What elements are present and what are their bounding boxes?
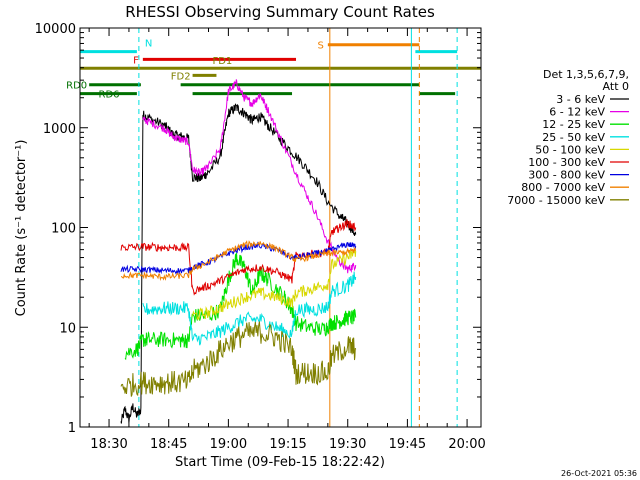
flag-label-fd2: FD2	[171, 71, 191, 82]
series-lines	[120, 79, 357, 424]
y-tick-label: 1000	[43, 122, 76, 137]
series-line-4	[142, 271, 357, 346]
legend-entry-label: 6 - 12 keV	[549, 106, 605, 119]
x-tick-label: 19:15	[269, 437, 306, 452]
x-tick-label: 19:45	[389, 437, 426, 452]
y-axis-ticks: 1 10 100 1000 10000	[35, 22, 481, 436]
legend-title-line: Att 0	[603, 80, 629, 93]
legend-entry-label: 7000 - 15000 keV	[507, 194, 605, 207]
legend-entry-label: 25 - 50 keV	[542, 131, 605, 144]
series-line-9	[120, 321, 357, 397]
legend-entry-label: 3 - 6 keV	[556, 93, 605, 106]
legend-entry-label: 100 - 300 keV	[528, 156, 605, 169]
x-tick-label: 19:00	[210, 437, 247, 452]
x-axis-label: Start Time (09-Feb-15 18:22:42)	[175, 455, 385, 470]
x-axis-ticks: 18:30 18:45 19:00 19:15 19:30 19:45 20:00	[88, 28, 486, 452]
series-line-3	[124, 252, 357, 361]
legend-entry-label: 300 - 800 keV	[528, 169, 605, 182]
flag-label-rd6: RD6	[99, 90, 120, 101]
y-tick-label: 10	[59, 321, 76, 336]
flag-label-s: S	[318, 41, 324, 52]
x-tick-label: 20:00	[448, 437, 485, 452]
y-tick-label: 100	[51, 222, 76, 237]
x-tick-label: 18:45	[150, 437, 187, 452]
legend-entry-label: 800 - 7000 keV	[521, 181, 605, 194]
plot-frame	[79, 27, 482, 428]
y-tick-label: 10000	[35, 22, 76, 37]
legend-title-line: Det 1,3,5,6,7,9,	[543, 68, 629, 81]
series-line-1	[120, 103, 357, 424]
series-line-5	[192, 247, 357, 321]
series-line-6	[120, 218, 357, 296]
series-line-8	[120, 240, 357, 281]
legend-entry-label: 50 - 100 keV	[535, 143, 605, 156]
y-tick-label: 1	[68, 421, 76, 436]
x-tick-label: 18:30	[90, 437, 127, 452]
flag-label-n: N	[145, 39, 152, 50]
y-axis-label: Count Rate (s⁻¹ detector⁻¹)	[14, 140, 29, 317]
legend-entry-label: 12 - 25 keV	[542, 118, 605, 131]
vertical-markers	[79, 28, 458, 427]
flag-bars: N S F FD1 FD2 RD0 RD6	[66, 39, 481, 101]
series-line-2	[142, 79, 357, 274]
footer-date: 26-Oct-2021 05:36	[561, 469, 637, 478]
x-tick-label: 19:30	[329, 437, 366, 452]
flag-label-fd1: FD1	[212, 56, 232, 67]
flag-label-f: F	[133, 55, 139, 66]
flag-label-rd0: RD0	[66, 81, 87, 92]
chart-title: RHESSI Observing Summary Count Rates	[125, 3, 435, 21]
